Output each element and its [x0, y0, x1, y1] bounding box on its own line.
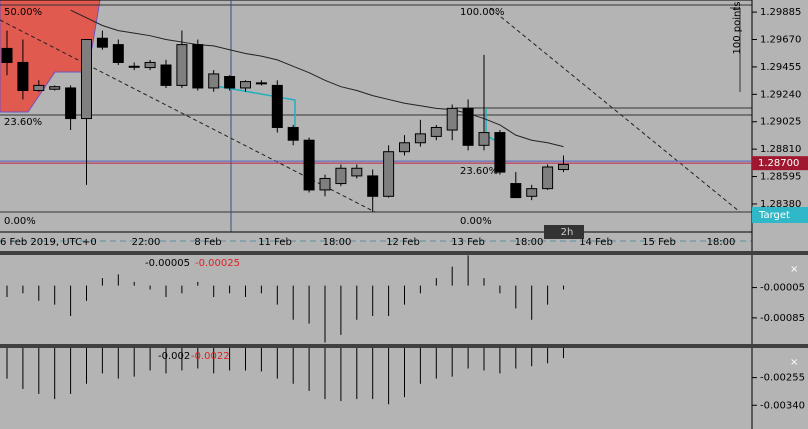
candle-body [462, 107, 474, 146]
x-tick-label: 12 Feb [386, 237, 420, 248]
candle-body [255, 82, 267, 85]
candle-body [96, 37, 108, 48]
price-label: 1.28700 [758, 158, 799, 169]
x-tick-label: 18:00 [707, 237, 736, 248]
candle-body [430, 126, 442, 137]
x-tick-label: 6 Feb 2019, UTC+0 [0, 237, 97, 248]
candle-body [33, 84, 45, 92]
panel-separator [0, 344, 808, 348]
y-tick-label: 1.29455 [760, 62, 801, 73]
x-tick-label: 14 Feb [579, 237, 613, 248]
candle-body [160, 64, 172, 86]
candle-body [17, 61, 29, 92]
candle-body [510, 183, 522, 199]
annotation: 100 points [732, 2, 743, 55]
readout: -0.00025 [195, 258, 240, 269]
candle-body [224, 75, 236, 89]
x-tick-label: 15 Feb [642, 237, 676, 248]
candle-body [176, 44, 188, 86]
y-tick-label: 1.28380 [760, 199, 801, 210]
candle-body [303, 139, 315, 191]
candle-body [478, 132, 490, 146]
candle-body [192, 44, 204, 89]
candle-body [542, 166, 554, 190]
annotation: 23.60% [4, 117, 42, 128]
x-tick-label: 8 Feb [194, 237, 221, 248]
y-tick-label: 1.29670 [760, 35, 801, 46]
candle-body [399, 142, 410, 153]
candle-body [128, 65, 140, 68]
candle-body [335, 167, 347, 185]
y-tick-label: 1.29885 [760, 7, 801, 18]
annotation: Target [758, 210, 790, 221]
candle-body [144, 61, 156, 69]
readout: -0.0022 [191, 351, 230, 362]
y-tick-label: -0.00340 [760, 400, 805, 411]
candle-body [558, 163, 569, 171]
x-tick-label: 22:00 [132, 237, 161, 248]
candle-body [65, 87, 77, 120]
period-tag [544, 225, 584, 239]
close-button[interactable]: × [790, 357, 798, 368]
candle-body [494, 132, 506, 173]
candle-body [208, 73, 220, 89]
annotation: 0.00% [4, 216, 36, 227]
candle-body [81, 39, 92, 120]
x-tick-label: 13 Feb [451, 237, 485, 248]
y-tick-label: 1.29240 [760, 89, 801, 100]
y-tick-label: 1.29025 [760, 117, 801, 128]
annotation: 23.60% [460, 166, 498, 177]
candle-body [112, 44, 124, 63]
candle-body [287, 126, 299, 141]
close-button[interactable]: × [790, 264, 798, 275]
candle-body [271, 84, 283, 128]
y-tick-label: -0.00255 [760, 373, 805, 384]
signal-path [209, 84, 296, 130]
y-tick-label: -0.00005 [760, 283, 805, 294]
target-tag [752, 207, 808, 223]
y-tick-label: 1.28810 [760, 144, 801, 155]
candle-body [383, 151, 395, 197]
readout: -0.002 [158, 351, 190, 362]
annotation: 0.00% [460, 216, 492, 227]
candle-body [49, 86, 61, 90]
annotation: 100.00% [460, 7, 505, 18]
candle-body [1, 47, 13, 63]
candle-body [526, 188, 538, 197]
readout: -0.00005 [145, 258, 190, 269]
candle-body [367, 175, 379, 197]
x-tick-label: 18:00 [515, 237, 544, 248]
x-tick-label: 11 Feb [258, 237, 292, 248]
moving-average [70, 9, 564, 148]
trend-line [489, 7, 741, 213]
x-tick-label: 18:00 [323, 237, 352, 248]
candle-body [319, 177, 331, 191]
candle-body [240, 81, 251, 89]
price-tag [752, 156, 808, 171]
panel-separator [0, 251, 808, 255]
candle-body [446, 107, 458, 131]
y-tick-label: -0.00085 [760, 313, 805, 324]
annotation: 50.00% [4, 7, 42, 18]
candle-body [351, 167, 363, 177]
candle-body [414, 133, 426, 144]
annotation: 2h [561, 227, 574, 238]
y-tick-label: 1.28595 [760, 172, 801, 183]
